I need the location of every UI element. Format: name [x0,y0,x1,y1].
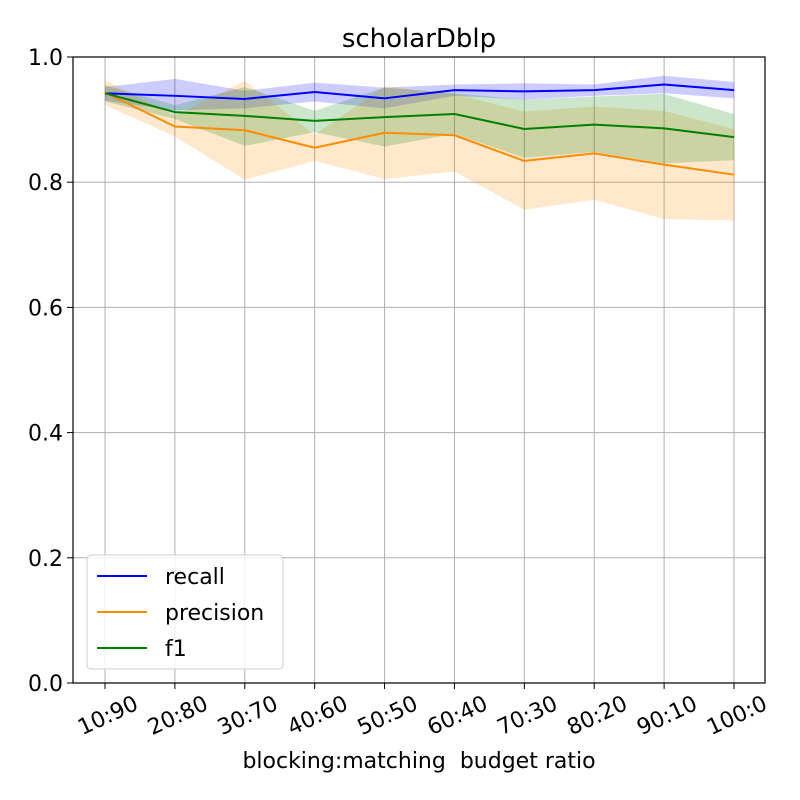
x-tick-label: 20:80 [144,691,212,740]
series-lines [104,83,735,176]
legend-recall-label: recall [165,565,225,590]
x-tick-label: 90:10 [633,691,701,740]
confidence-bands [105,75,734,221]
x-tick-label: 10:90 [74,691,142,740]
x-tick-label: 100:0 [703,691,771,740]
x-tick-label: 40:60 [284,691,352,740]
x-tick-label: 50:50 [354,691,422,740]
x-tick-labels: 10:90 20:80 30:70 40:60 50:50 60:40 70:30 80:20… [74,691,771,740]
x-tick-label: 80:20 [563,691,631,740]
tick-marks [67,56,735,689]
recall-line [104,83,735,100]
y-tick-labels: 0.0 0.2 0.4 0.6 0.8 1.0 [28,46,63,697]
legend-f1-label: f1 [165,637,187,662]
y-tick-label: 0.8 [28,171,63,196]
f1-band [105,85,734,164]
precision-line [104,91,735,176]
legend-precision-label: precision [165,601,264,626]
y-tick-label: 0.0 [28,672,63,697]
x-tick-label: 60:40 [424,691,492,740]
y-tick-label: 0.6 [28,296,63,321]
legend: recall precision f1 [86,554,284,670]
plot-frame [72,56,766,684]
f1-line [104,92,735,139]
y-tick-label: 0.2 [28,547,63,572]
precision-band [105,80,734,221]
x-tick-label: 70:30 [494,691,562,740]
x-tick-label: 30:70 [214,691,282,740]
recall-band [105,75,734,111]
y-tick-label: 0.4 [28,422,63,447]
chart-title: scholarDblp [342,24,496,54]
x-axis-label: blocking:matching budget ratio [242,749,595,774]
legend-box [86,554,284,670]
y-tick-label: 1.0 [28,46,63,71]
